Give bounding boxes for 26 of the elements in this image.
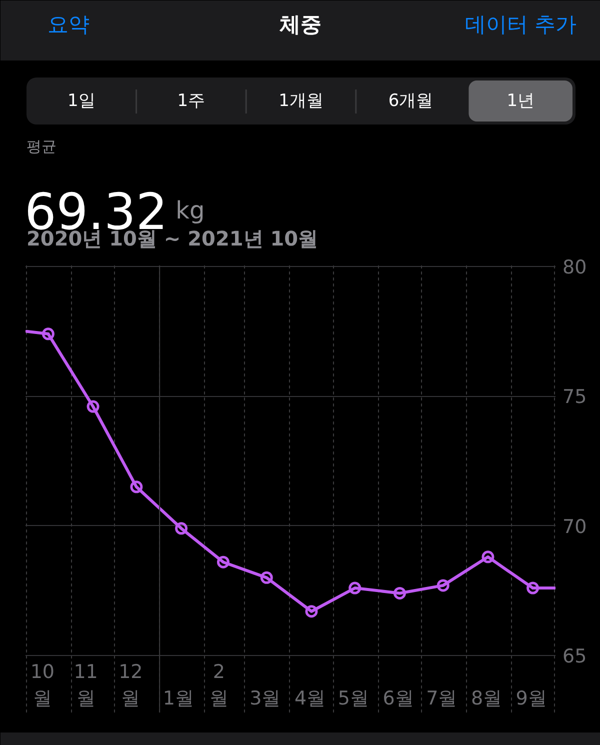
text: 1주 — [177, 91, 206, 111]
text: 1일 — [67, 91, 96, 111]
chart-title: 체중 — [278, 12, 322, 36]
text: 1개월 — [278, 91, 324, 111]
x-tick-label: 4월 — [294, 688, 326, 710]
x-tick-label: 8월 — [470, 688, 502, 710]
text: 요약 — [48, 12, 90, 36]
x-tick-label: 7월 — [426, 688, 458, 710]
x-tick-label: 5월 — [338, 688, 369, 710]
text: 데이터 추가 — [464, 12, 577, 36]
text: 평균 — [26, 138, 56, 156]
y-tick-label: 80 — [562, 256, 587, 278]
x-tick-label: 12월 — [118, 661, 143, 710]
x-tick-label: 9월 — [516, 688, 547, 710]
x-tick-label: 1월 — [162, 688, 194, 710]
x-tick-label: 11월 — [74, 661, 98, 710]
x-tick-label: 2월 — [209, 661, 228, 710]
y-tick-label: 65 — [562, 645, 587, 668]
x-tick-label: 6월 — [382, 688, 414, 710]
x-tick-label: 10월 — [30, 661, 55, 710]
y-tick-label: 70 — [562, 516, 587, 538]
text: 1년 — [506, 91, 535, 111]
text: 6개월 — [388, 91, 434, 111]
y-tick-label: 75 — [562, 386, 587, 408]
text: kg — [176, 196, 205, 224]
x-tick-label: 3월 — [250, 688, 281, 710]
